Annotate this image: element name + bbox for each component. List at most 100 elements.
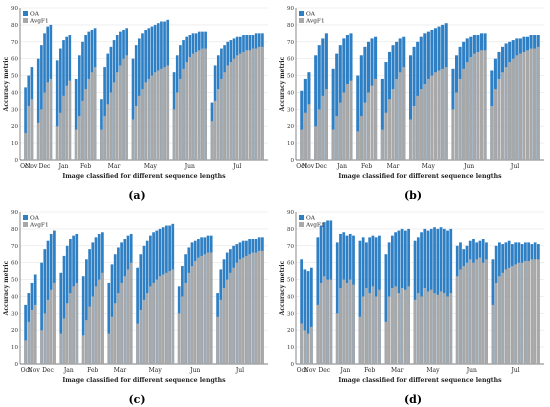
avgf1-bar bbox=[120, 282, 123, 364]
oa-bar bbox=[356, 75, 360, 160]
avgf1-bar bbox=[261, 250, 264, 364]
avgf1-bar bbox=[24, 340, 27, 364]
avgf1-bar bbox=[317, 109, 321, 160]
y-tick-label: 80 bbox=[11, 23, 18, 29]
avgf1-bar bbox=[485, 259, 488, 364]
avgf1-bar bbox=[191, 53, 195, 160]
oa-bar bbox=[300, 90, 304, 160]
avgf1-bar bbox=[197, 257, 200, 364]
avgf1-bar bbox=[504, 67, 508, 160]
avgf1-bar bbox=[129, 262, 133, 364]
avgf1-bar bbox=[165, 272, 168, 364]
avgf1-bar bbox=[455, 276, 459, 364]
avgf1-bar bbox=[371, 286, 375, 364]
avgf1-bar bbox=[524, 260, 527, 364]
avgf1-bar bbox=[78, 116, 81, 160]
x-tick-label: Jul bbox=[511, 367, 520, 374]
avgf1-bar bbox=[213, 100, 217, 160]
avgf1-bar bbox=[493, 89, 497, 160]
avgf1-bar bbox=[426, 291, 430, 364]
avgf1-bar bbox=[483, 50, 487, 160]
legend-label-oa: OA bbox=[30, 12, 40, 18]
avgf1-bar bbox=[225, 279, 229, 364]
avgf1-bar bbox=[68, 80, 72, 160]
oa-bar bbox=[331, 68, 335, 160]
avgf1-bar bbox=[416, 95, 420, 160]
y-tick-label: 10 bbox=[287, 345, 294, 351]
avgf1-bar bbox=[239, 53, 242, 160]
y-tick-label: 70 bbox=[287, 40, 294, 46]
avgf1-bar bbox=[241, 257, 245, 364]
x-axis-label: Image classified for different sequence … bbox=[62, 173, 226, 180]
avgf1-bar bbox=[530, 259, 534, 364]
x-tick-label: Feb bbox=[361, 163, 372, 170]
oa-bar bbox=[136, 267, 139, 364]
avgf1-bar bbox=[161, 274, 165, 364]
y-tick-label: 50 bbox=[11, 74, 18, 80]
avgf1-bar bbox=[306, 333, 310, 364]
avgf1-bar bbox=[472, 262, 475, 364]
avgf1-bar bbox=[449, 293, 453, 364]
avgf1-bar bbox=[451, 109, 455, 160]
oa-bar bbox=[314, 55, 318, 160]
avgf1-bar bbox=[479, 50, 484, 160]
avgf1-bar bbox=[65, 303, 69, 364]
x-tick-label: Feb bbox=[87, 367, 98, 374]
x-tick-label: Nov bbox=[302, 163, 315, 170]
avgf1-bar bbox=[27, 321, 31, 364]
avgf1-bar bbox=[235, 55, 239, 160]
avgf1-bar bbox=[97, 279, 101, 364]
x-tick-label: Mar bbox=[391, 367, 404, 374]
avgf1-bar bbox=[232, 267, 235, 364]
avgf1-bar bbox=[335, 313, 339, 364]
x-tick-label: Jan bbox=[63, 367, 74, 374]
avgf1-bar bbox=[251, 252, 255, 364]
avgf1-bar bbox=[232, 58, 236, 160]
avgf1-bar bbox=[85, 320, 88, 364]
avgf1-bar bbox=[235, 262, 239, 364]
avgf1-bar bbox=[226, 65, 230, 160]
avgf1-bar bbox=[27, 105, 31, 160]
x-tick-label: Jan bbox=[58, 163, 69, 170]
avgf1-bar bbox=[145, 293, 149, 364]
avgf1-bar bbox=[322, 276, 326, 364]
x-tick-label: Jun bbox=[184, 163, 195, 170]
oa-bar bbox=[317, 45, 321, 160]
avgf1-bar bbox=[184, 282, 187, 364]
avgf1-bar bbox=[177, 313, 181, 364]
x-tick-label: Jun bbox=[466, 367, 477, 374]
avgf1-bar bbox=[125, 55, 129, 160]
avgf1-bar bbox=[300, 129, 304, 160]
oa-bar bbox=[306, 271, 310, 364]
avgf1-bar bbox=[242, 51, 245, 160]
y-tick-label: 20 bbox=[11, 124, 18, 130]
avgf1-bar bbox=[203, 254, 207, 364]
avgf1-bar bbox=[342, 92, 346, 160]
avgf1-bar bbox=[182, 68, 185, 160]
avgf1-bar bbox=[444, 67, 448, 160]
avgf1-bar bbox=[359, 116, 363, 160]
y-tick-label: 30 bbox=[11, 311, 18, 317]
oa-bar bbox=[316, 237, 320, 364]
x-tick-label: Nov bbox=[27, 367, 40, 374]
avgf1-bar bbox=[101, 272, 104, 364]
avgf1-bar bbox=[468, 259, 472, 364]
avgf1-bar bbox=[117, 293, 120, 364]
avgf1-bar bbox=[338, 102, 342, 160]
y-tick-label: 90 bbox=[287, 210, 294, 216]
oa-bar bbox=[335, 53, 339, 160]
avgf1-bar bbox=[136, 323, 139, 364]
avgf1-bar bbox=[209, 252, 213, 364]
avgf1-bar bbox=[494, 282, 498, 364]
caption-c: (c) bbox=[128, 393, 146, 406]
avgf1-bar bbox=[370, 85, 374, 160]
avgf1-bar bbox=[206, 252, 210, 364]
y-tick-label: 80 bbox=[287, 227, 294, 233]
oa-bar bbox=[384, 62, 388, 160]
y-tick-label: 70 bbox=[11, 244, 18, 250]
avgf1-bar bbox=[348, 279, 352, 364]
avgf1-bar bbox=[345, 282, 349, 364]
legend-swatch-oa bbox=[23, 11, 28, 16]
avgf1-bar bbox=[144, 82, 147, 160]
avgf1-bar bbox=[390, 288, 394, 364]
